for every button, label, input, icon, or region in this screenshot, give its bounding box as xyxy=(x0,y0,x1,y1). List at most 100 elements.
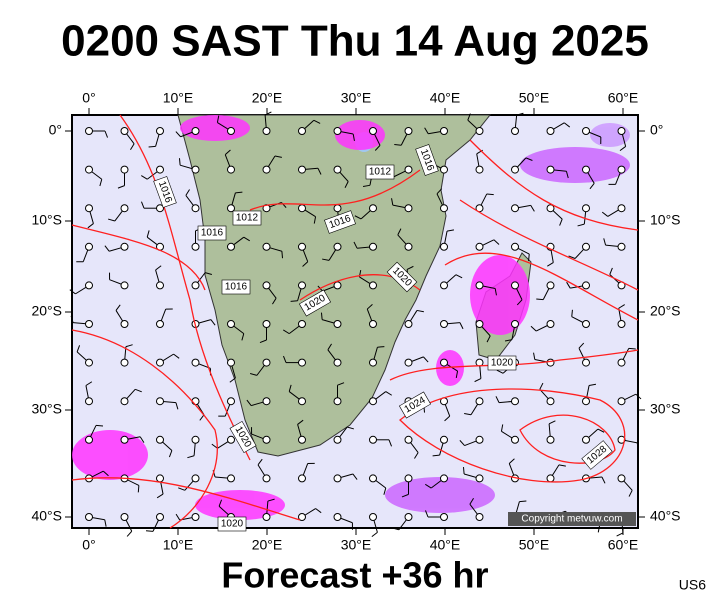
isobar-label: 1016 xyxy=(198,226,226,240)
station xyxy=(86,436,93,443)
station xyxy=(157,475,164,482)
title: 0200 SAST Thu 14 Aug 2025 xyxy=(61,17,649,66)
station xyxy=(618,359,625,366)
station xyxy=(334,205,341,212)
station xyxy=(547,321,554,328)
station xyxy=(512,166,519,173)
station xyxy=(441,166,448,173)
station xyxy=(299,282,306,289)
station xyxy=(299,128,306,135)
station xyxy=(476,243,483,250)
lon-label-bottom: 10°E xyxy=(163,537,194,553)
station xyxy=(512,436,519,443)
station xyxy=(334,436,341,443)
station xyxy=(121,128,128,135)
station xyxy=(334,514,341,521)
station xyxy=(299,205,306,212)
station xyxy=(121,243,128,250)
station xyxy=(512,205,519,212)
station xyxy=(157,514,164,521)
station xyxy=(228,398,235,405)
isobar-label-text: 1012 xyxy=(369,167,392,178)
station xyxy=(618,166,625,173)
station xyxy=(263,359,270,366)
station xyxy=(263,282,270,289)
station xyxy=(370,436,377,443)
isobar-label-text: 1020 xyxy=(221,519,244,530)
station xyxy=(299,243,306,250)
barb-tick xyxy=(179,158,180,165)
station xyxy=(121,359,128,366)
station xyxy=(121,436,128,443)
station xyxy=(370,205,377,212)
barb-tick xyxy=(487,194,494,195)
lon-label-bottom: 30°E xyxy=(341,537,372,553)
lon-label-bottom: 20°E xyxy=(252,537,283,553)
station xyxy=(583,398,590,405)
barb-tick xyxy=(127,531,132,536)
barb-tick xyxy=(291,301,298,302)
station xyxy=(86,359,93,366)
station xyxy=(370,243,377,250)
station xyxy=(547,166,554,173)
barb-tick xyxy=(629,348,636,349)
station xyxy=(121,282,128,289)
station xyxy=(583,166,590,173)
station xyxy=(228,205,235,212)
station xyxy=(334,128,341,135)
station xyxy=(476,514,483,521)
station xyxy=(583,436,590,443)
station xyxy=(583,321,590,328)
station xyxy=(476,398,483,405)
barb-tick xyxy=(372,532,378,536)
lon-label-top: 0° xyxy=(82,90,95,106)
barb-tick xyxy=(377,347,384,348)
station xyxy=(157,282,164,289)
station xyxy=(405,475,412,482)
station xyxy=(121,205,128,212)
station xyxy=(370,282,377,289)
lon-label-bottom: 60°E xyxy=(608,537,639,553)
station xyxy=(441,514,448,521)
barb-tick xyxy=(96,425,103,426)
code: US6 xyxy=(679,577,706,593)
lon-label-top: 10°E xyxy=(163,90,194,106)
station xyxy=(334,282,341,289)
station xyxy=(263,475,270,482)
barb-tick xyxy=(282,251,283,258)
station xyxy=(441,359,448,366)
station xyxy=(192,514,199,521)
station xyxy=(405,321,412,328)
station xyxy=(86,398,93,405)
station xyxy=(192,398,199,405)
station xyxy=(228,359,235,366)
barb-tick xyxy=(463,467,464,474)
station xyxy=(157,398,164,405)
lon-label-bottom: 50°E xyxy=(519,537,550,553)
station xyxy=(157,436,164,443)
station xyxy=(121,398,128,405)
station xyxy=(405,166,412,173)
station xyxy=(299,398,306,405)
station xyxy=(583,128,590,135)
station xyxy=(618,321,625,328)
lon-label-bottom: 0° xyxy=(82,537,95,553)
barb-tick xyxy=(529,254,530,261)
station xyxy=(192,128,199,135)
station xyxy=(583,205,590,212)
station xyxy=(441,321,448,328)
lon-label-bottom: 40°E xyxy=(430,537,461,553)
station xyxy=(441,205,448,212)
station xyxy=(263,321,270,328)
station xyxy=(512,398,519,405)
station xyxy=(263,166,270,173)
station xyxy=(405,243,412,250)
station xyxy=(263,243,270,250)
station xyxy=(618,243,625,250)
station xyxy=(228,475,235,482)
station xyxy=(512,321,519,328)
station xyxy=(405,514,412,521)
station xyxy=(86,166,93,173)
station xyxy=(299,436,306,443)
station xyxy=(512,282,519,289)
